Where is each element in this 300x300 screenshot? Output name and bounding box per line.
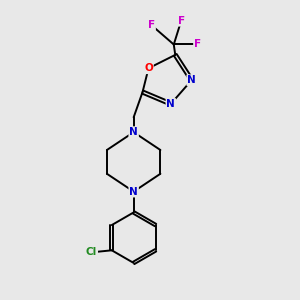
Text: F: F — [178, 16, 185, 26]
Text: Cl: Cl — [86, 247, 97, 257]
Text: O: O — [144, 63, 153, 73]
Text: N: N — [129, 187, 138, 196]
Text: F: F — [148, 20, 155, 30]
Text: N: N — [187, 75, 196, 85]
Text: N: N — [167, 99, 175, 109]
Text: F: F — [194, 40, 201, 50]
Text: N: N — [129, 127, 138, 137]
